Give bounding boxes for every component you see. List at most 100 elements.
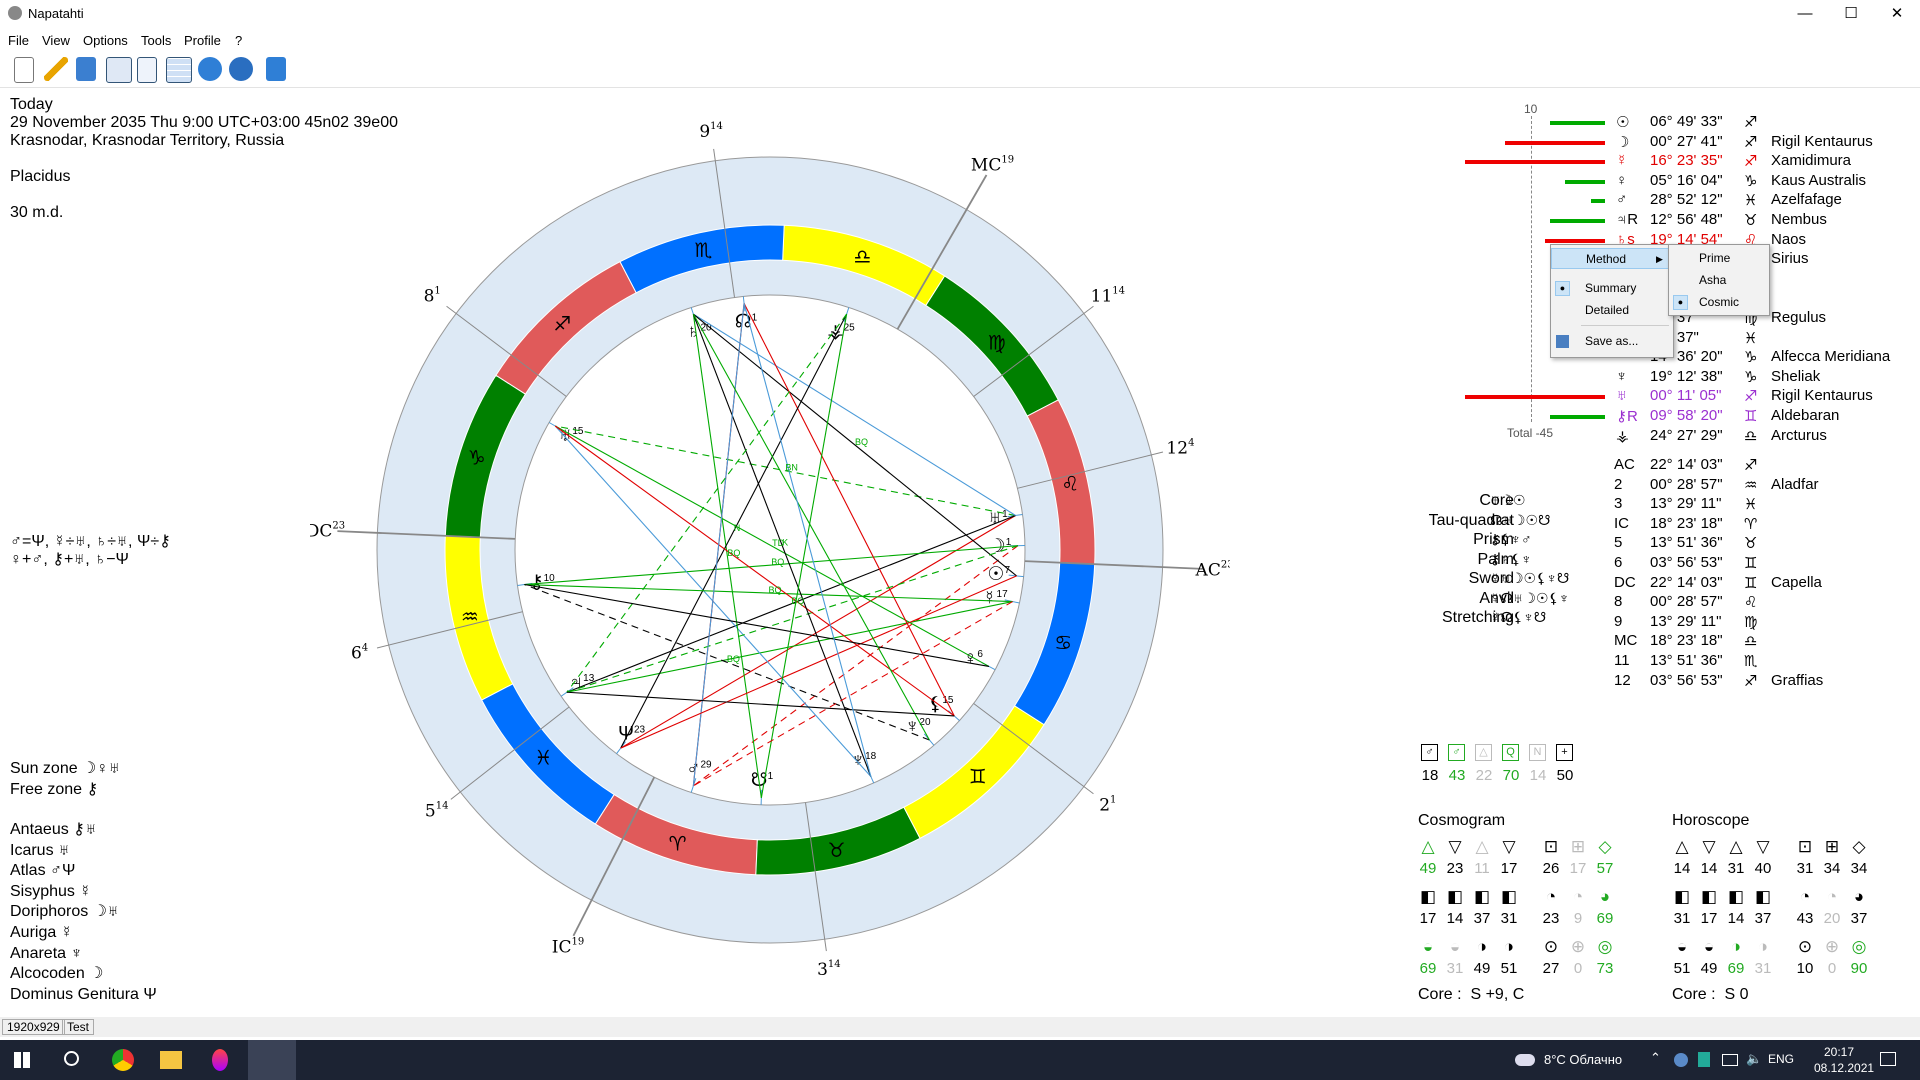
house-position: 13° 29' 11" (1650, 495, 1722, 513)
free-zone: Free zone ⚷ (10, 780, 99, 798)
steam-icon[interactable] (1674, 1053, 1688, 1067)
document-icon[interactable] (137, 57, 157, 83)
cusp-degree: 23 (332, 521, 345, 532)
figure-value: 49 (1473, 960, 1491, 977)
close-button[interactable]: ✕ (1890, 5, 1904, 22)
app-drop-icon[interactable] (212, 1049, 228, 1071)
aspect-filter-icon[interactable]: △ (1475, 744, 1492, 761)
house-sign: ♎ (1744, 633, 1758, 651)
network-icon[interactable] (1722, 1054, 1738, 1066)
minimize-button[interactable]: — (1797, 5, 1813, 22)
chrome-icon[interactable] (112, 1049, 134, 1071)
house-cusp-line (896, 174, 988, 330)
menu-item-save-as[interactable]: Save as... (1551, 331, 1673, 352)
new-file-icon[interactable] (14, 57, 34, 83)
natal-chart-wheel[interactable]: ♍♎♏♐♑♒♓♈♉♊♋♌914MC191114124AC2321314IC195… (310, 95, 1230, 1010)
settings-gear-icon[interactable] (229, 57, 253, 81)
house-label: 6 (1614, 554, 1623, 571)
house-position: 03° 56' 53" (1650, 671, 1723, 689)
clock-time[interactable]: 20:17 (1824, 1045, 1855, 1059)
windows-start-icon[interactable] (14, 1052, 30, 1068)
figure-value: 14 (1673, 860, 1691, 877)
menu-view[interactable]: View (42, 33, 70, 48)
menu-tools[interactable]: Tools (141, 33, 172, 48)
figure-shape-icon: ▽ (1502, 837, 1516, 856)
method-submenu: Prime Asha ● Cosmic (1668, 244, 1770, 316)
security-shield-icon[interactable] (1698, 1052, 1710, 1067)
aspect-filter-icon[interactable]: + (1556, 744, 1573, 761)
edit-pencil-icon[interactable] (44, 57, 68, 81)
figure-name: Stretching (1441, 609, 1514, 626)
menu-item-method[interactable]: Method ▶ (1551, 248, 1673, 269)
menu-file[interactable]: File (8, 33, 29, 48)
figure-value: 14 (1727, 910, 1745, 927)
tray-chevron-icon[interactable]: ⌃ (1650, 1050, 1661, 1065)
house-label: IC (1614, 514, 1629, 532)
planet-symbol: ♆ (905, 716, 919, 737)
menu-item-detailed[interactable]: Detailed (1585, 303, 1630, 317)
aspect-filter-icon[interactable]: Q (1502, 744, 1519, 761)
fixed-star: Aldebaran (1771, 407, 1840, 424)
house-label: 12 (1614, 671, 1631, 689)
menu-options[interactable]: Options (83, 33, 128, 48)
database-icon[interactable] (76, 57, 96, 81)
figure-shape-icon: ◑ (1730, 937, 1742, 956)
house-cusp-label: AC23 (1195, 559, 1230, 580)
house-row: 6 03° 56' 53" ♊ (1600, 554, 1920, 573)
table-icon[interactable] (166, 57, 192, 83)
maximize-button[interactable]: ☐ (1844, 5, 1858, 22)
menu-profile[interactable]: Profile (184, 33, 221, 48)
weather-text[interactable]: 8°C Облачно (1544, 1052, 1623, 1067)
aspect-filter-icon[interactable]: ♂ (1421, 744, 1438, 761)
zodiac-sign-glyph: ♏ (694, 240, 712, 262)
aspect-label: BN (785, 463, 798, 473)
aspect-line (743, 303, 955, 717)
cusp-degree: 4 (1188, 438, 1194, 449)
cusp-degree: 1 (434, 285, 440, 296)
planet-row: ♄s 19° 14' 54" ♌ Naos (1500, 231, 1920, 250)
figure-shape-icon: ◒ (1703, 937, 1715, 956)
planet-row: ♂ 28° 52' 12" ♓ Azelfafage (1500, 191, 1920, 210)
figure-shape-icon: ◧ (1446, 887, 1464, 906)
figure-value: 17 (1419, 910, 1437, 927)
figure-shape-icon: ◑ (1757, 937, 1769, 956)
file-explorer-icon[interactable] (160, 1051, 182, 1069)
house-cusp-line (337, 530, 516, 540)
house-cusp-label: 1114 (1091, 285, 1125, 306)
house-sign: ♏ (1744, 653, 1758, 670)
house-cusp-line (450, 706, 570, 800)
aspect-count: 22 (1475, 767, 1493, 784)
planet-position: 00° 27' 41" (1650, 132, 1723, 150)
zodiac-sign-glyph: ♋ (1054, 632, 1072, 654)
fixed-star: Xamidimura (1771, 152, 1852, 170)
menu-item-summary[interactable]: ● Summary (1551, 278, 1673, 299)
chart-report-icon[interactable] (106, 57, 132, 83)
house-row: IC 18° 23' 18" ♈ (1600, 515, 1920, 534)
planet-row: ♆ 19° 12' 38" ♑ Sheliak (1500, 368, 1920, 387)
aspect-filter-icon[interactable]: N (1529, 744, 1546, 761)
aspect-figure-row: Palm ⚷♄⚸♆ (1380, 551, 1640, 571)
figure-shape-icon: ⊕ (1824, 937, 1840, 956)
exit-icon[interactable] (266, 57, 286, 81)
volume-icon[interactable]: 🔈 (1746, 1051, 1763, 1066)
submenu-cosmic[interactable]: ● Cosmic (1669, 292, 1769, 313)
cusp-number: 8 (424, 286, 435, 306)
figure-shape-icon: ◔ (1799, 887, 1811, 906)
submenu-asha[interactable]: Asha (1699, 273, 1727, 287)
search-icon[interactable] (64, 1051, 79, 1066)
zodiac-sign-glyph: ♐ (553, 313, 571, 335)
zodiac-sign-glyph: ♊ (969, 767, 987, 789)
clock-icon[interactable] (198, 57, 222, 81)
house-cusp-label: 81 (424, 285, 441, 306)
submenu-prime[interactable]: Prime (1699, 251, 1731, 265)
napatahti-task-icon[interactable] (248, 1040, 296, 1080)
language-indicator[interactable]: ENG (1768, 1052, 1795, 1066)
aspect-label: K (782, 537, 788, 547)
fixed-star: Alfecca Meridiana (1771, 348, 1891, 366)
clock-date[interactable]: 08.12.2021 (1814, 1061, 1875, 1075)
save-disk-icon (1556, 335, 1569, 348)
figure-value: 20 (1823, 910, 1841, 927)
notifications-icon[interactable] (1880, 1052, 1896, 1066)
menu-help[interactable]: ? (235, 33, 243, 48)
aspect-filter-icon[interactable]: ♂ (1448, 744, 1465, 761)
